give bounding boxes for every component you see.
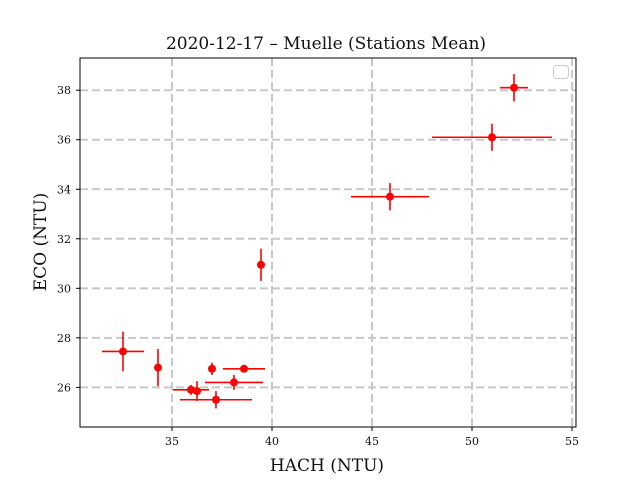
x-tick-label: 45 bbox=[365, 435, 379, 448]
y-tick-label: 34 bbox=[57, 183, 71, 196]
x-axis-label: HACH (NTU) bbox=[270, 456, 384, 476]
x-tick-label: 50 bbox=[465, 435, 479, 448]
data-point-group bbox=[208, 362, 216, 375]
data-point-group bbox=[173, 384, 209, 395]
y-tick-label: 28 bbox=[57, 332, 71, 345]
chart-title: 2020-12-17 – Muelle (Stations Mean) bbox=[166, 34, 486, 54]
legend-box bbox=[553, 65, 569, 79]
data-point-group bbox=[223, 364, 265, 373]
data-point-group bbox=[102, 331, 144, 372]
x-tick-label: 40 bbox=[265, 435, 279, 448]
data-point bbox=[230, 378, 238, 387]
y-tick-label: 38 bbox=[57, 84, 71, 97]
data-point bbox=[212, 395, 220, 404]
data-point bbox=[257, 260, 265, 269]
data-point-group bbox=[154, 348, 162, 387]
x-tick-label: 55 bbox=[565, 435, 579, 448]
data-point bbox=[187, 385, 195, 394]
data-point-group bbox=[432, 123, 552, 151]
y-tick-label: 30 bbox=[57, 282, 71, 295]
y-tick-label: 32 bbox=[57, 233, 71, 246]
axis-ticks: 35 40 45 50 55 26 28 30 32 34 36 38 bbox=[57, 84, 579, 448]
y-axis-label: ECO (NTU) bbox=[31, 193, 51, 292]
x-tick-label: 35 bbox=[165, 435, 179, 448]
data-point-group bbox=[193, 381, 201, 401]
data-point bbox=[154, 363, 162, 372]
data-point bbox=[208, 364, 216, 373]
y-tick-label: 26 bbox=[57, 381, 71, 394]
data-point-group bbox=[500, 74, 528, 102]
data-series bbox=[102, 74, 552, 409]
data-point bbox=[240, 364, 248, 373]
data-point-group bbox=[180, 391, 252, 409]
data-point-group bbox=[205, 374, 263, 390]
data-point bbox=[193, 387, 201, 396]
plot-frame bbox=[79, 57, 577, 428]
data-point bbox=[386, 192, 394, 201]
data-point-group bbox=[351, 183, 429, 211]
data-point bbox=[510, 83, 518, 92]
data-point bbox=[488, 133, 496, 142]
y-tick-label: 36 bbox=[57, 134, 71, 147]
data-point bbox=[119, 347, 127, 356]
data-point-group bbox=[257, 248, 265, 281]
